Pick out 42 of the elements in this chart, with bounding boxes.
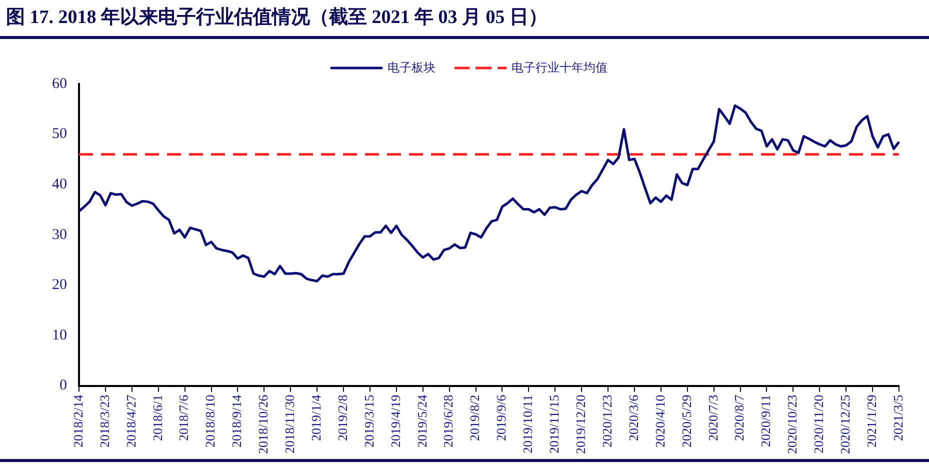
x-tick-label: 2020/8/7 xyxy=(732,394,747,442)
x-tick-label: 2019/11/15 xyxy=(546,394,562,454)
x-tick-label: 2018/3/23 xyxy=(96,394,112,448)
legend-label: 电子板块 xyxy=(388,60,436,74)
x-tick-label: 2019/12/20 xyxy=(573,394,588,454)
x-tick-label: 2018/6/1 xyxy=(150,394,165,442)
x-tick-label: 2018/10/26 xyxy=(256,394,271,454)
x-tick-label: 2019/8/2 xyxy=(467,394,482,442)
y-tick-label: 10 xyxy=(52,327,67,344)
y-tick-label: 60 xyxy=(52,76,67,92)
y-tick-label: 50 xyxy=(52,126,67,142)
legend-label: 电子行业十年均值 xyxy=(512,60,608,74)
x-tick-label: 2018/7/6 xyxy=(176,394,192,442)
x-tick-label: 2019/5/24 xyxy=(414,394,430,448)
x-tick-label: 2019/10/11 xyxy=(520,394,536,454)
x-tick-label: 2020/7/3 xyxy=(705,394,720,442)
x-tick-label: 2020/4/10 xyxy=(652,394,668,448)
x-tick-label: 2019/6/28 xyxy=(440,394,456,448)
x-tick-label: 2020/11/20 xyxy=(811,394,826,454)
x-tick-label: 2018/4/27 xyxy=(123,394,138,448)
x-tick-label: 2020/5/29 xyxy=(678,394,694,448)
x-tick-label: 2021/3/5 xyxy=(890,394,906,442)
x-tick-label: 2019/3/15 xyxy=(361,394,376,448)
x-tick-label: 2019/1/4 xyxy=(308,394,324,442)
x-tick-label: 2018/11/30 xyxy=(282,394,298,454)
x-tick-label: 2018/2/14 xyxy=(70,394,86,448)
x-tick-label: 2019/9/6 xyxy=(494,394,509,442)
x-tick-label: 2018/8/10 xyxy=(202,394,218,448)
x-tick-label: 2020/3/6 xyxy=(626,394,641,442)
x-tick-label: 2021/1/29 xyxy=(864,394,879,448)
y-tick-label: 40 xyxy=(52,176,67,193)
x-tick-label: 2020/12/25 xyxy=(838,394,853,454)
y-tick-label: 0 xyxy=(60,378,67,394)
x-tick-label: 2018/9/14 xyxy=(229,394,244,448)
x-tick-label: 2020/10/23 xyxy=(784,394,800,454)
x-tick-label: 2020/9/11 xyxy=(758,394,774,448)
y-tick-label: 30 xyxy=(52,226,67,243)
chart-title: 图 17. 2018 年以来电子行业估值情况（截至 2021 年 03 月 05 日） xyxy=(6,6,548,30)
x-tick-label: 2019/2/8 xyxy=(334,394,350,442)
x-tick-label: 2019/4/19 xyxy=(388,394,403,448)
y-tick-label: 20 xyxy=(52,277,67,294)
x-tick-label: 2020/1/23 xyxy=(599,394,614,448)
